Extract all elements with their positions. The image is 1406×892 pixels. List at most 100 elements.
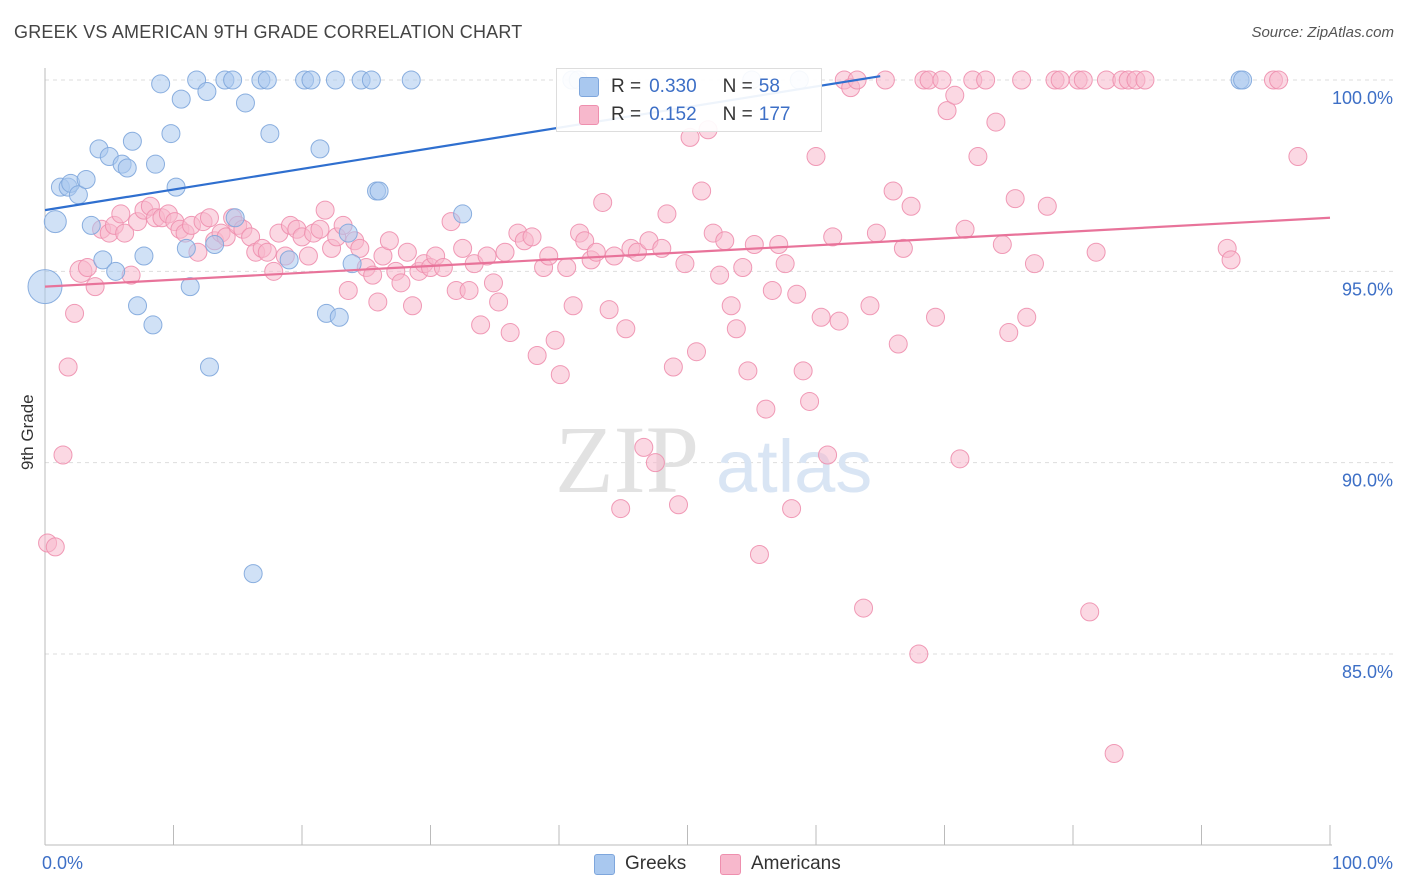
americans-point [986, 112, 1006, 132]
x-tick-label: 0.0% [42, 853, 83, 873]
americans-point [368, 292, 388, 312]
americans-point [686, 342, 706, 362]
americans-point [1221, 250, 1241, 270]
americans-point [85, 277, 105, 297]
greeks-point [143, 315, 163, 335]
americans-point [338, 280, 358, 300]
americans-point [1012, 70, 1032, 90]
greeks-point [401, 70, 421, 90]
americans-point [593, 192, 613, 212]
n-value: 58 [758, 76, 780, 97]
americans-point [379, 231, 399, 251]
greeks-point [310, 139, 330, 159]
americans-swatch [579, 105, 599, 125]
americans-point [945, 85, 965, 105]
americans-point [775, 254, 795, 274]
greeks-point [342, 254, 362, 274]
legend-row-americans: R = 0.152 N = 177 [579, 101, 790, 129]
americans-point [1037, 196, 1057, 216]
americans-point [522, 227, 542, 247]
americans-point [645, 453, 665, 473]
americans-point [738, 361, 758, 381]
americans-legend-label: Americans [751, 853, 841, 874]
greeks-point [301, 70, 321, 90]
americans-point [363, 265, 383, 285]
americans-point [829, 311, 849, 331]
americans-point [749, 545, 769, 565]
americans-point [477, 246, 497, 266]
americans-point [599, 300, 619, 320]
americans-point [58, 357, 78, 377]
americans-point [762, 280, 782, 300]
greeks-point [197, 81, 217, 101]
y-tick-label: 85.0% [1342, 662, 1393, 682]
greeks-point [257, 70, 277, 90]
americans-point [611, 499, 631, 519]
americans-point [563, 296, 583, 316]
americans-point [1135, 70, 1155, 90]
greeks-point [106, 261, 126, 281]
americans-point [483, 273, 503, 293]
americans-point [806, 147, 826, 167]
greeks-point [146, 154, 166, 174]
americans-point [955, 219, 975, 239]
greeks-point [161, 124, 181, 144]
americans-point [539, 246, 559, 266]
americans-point [721, 296, 741, 316]
americans-point [115, 223, 135, 243]
n-label: N = [722, 104, 753, 125]
greeks-point [128, 296, 148, 316]
americans-point [715, 231, 735, 251]
americans-point [875, 70, 895, 90]
greeks-point [225, 208, 245, 228]
greeks-point [1233, 70, 1253, 90]
americans-point [391, 273, 411, 293]
greeks-point [235, 93, 255, 113]
americans-point [1024, 254, 1044, 274]
americans-point [500, 323, 520, 343]
americans-point [769, 235, 789, 255]
greeks-point [134, 246, 154, 266]
americans-point [1050, 70, 1070, 90]
greeks-legend-label: Greeks [625, 853, 687, 874]
americans-point [550, 365, 570, 385]
americans-point [692, 181, 712, 201]
americans-point [111, 204, 131, 224]
americans-point [663, 357, 683, 377]
americans-point [800, 391, 820, 411]
americans-point [992, 235, 1012, 255]
n-value: 177 [758, 104, 791, 125]
americans-point [453, 238, 473, 258]
greeks-point [199, 357, 219, 377]
americans-point [883, 181, 903, 201]
legend-item-greeks[interactable]: Greeks [594, 853, 686, 875]
americans-point [733, 258, 753, 278]
americans-point [793, 361, 813, 381]
watermark: ZIP atlas [555, 406, 872, 513]
r-value: 0.152 [649, 104, 697, 125]
americans-point [459, 280, 479, 300]
americans-point [854, 598, 874, 618]
r-label: R = [611, 104, 642, 125]
americans-point [1104, 743, 1124, 763]
americans-point [968, 147, 988, 167]
greeks-point [361, 70, 381, 90]
greeks-point [151, 74, 171, 94]
greeks-point [122, 131, 142, 151]
greeks-point [279, 250, 299, 270]
greeks-point [205, 235, 225, 255]
chart-title: GREEK VS AMERICAN 9TH GRADE CORRELATION … [14, 22, 523, 42]
series-legend: Greeks Americans [0, 850, 1406, 880]
legend-item-americans[interactable]: Americans [720, 853, 841, 875]
americans-point [675, 254, 695, 274]
americans-point [310, 219, 330, 239]
americans-point [932, 70, 952, 90]
americans-trend-line [44, 216, 1331, 288]
americans-point [782, 499, 802, 519]
x-tick-label: 100.0% [1332, 853, 1393, 873]
americans-point [950, 449, 970, 469]
chart-source: Source: ZipAtlas.com [1251, 24, 1394, 41]
americans-legend-swatch [720, 853, 741, 875]
americans-point [257, 242, 277, 262]
greeks-point [338, 223, 358, 243]
